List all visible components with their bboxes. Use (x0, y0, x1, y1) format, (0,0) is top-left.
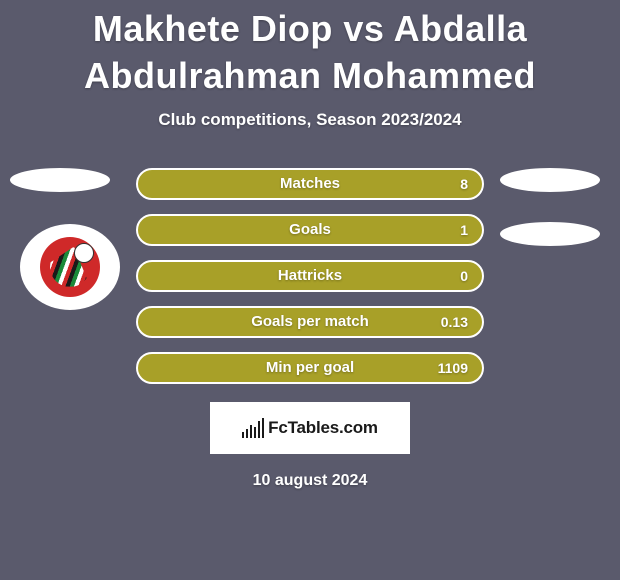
stat-label: Matches (280, 175, 340, 192)
stat-row-hattricks: Hattricks 0 (136, 260, 484, 292)
logo-bars-icon (242, 418, 264, 438)
player-right-ellipse-2 (500, 222, 600, 246)
logo-text: FcTables.com (268, 418, 378, 438)
stat-value: 1109 (438, 360, 468, 376)
club-badge (20, 224, 120, 310)
stat-row-matches: Matches 8 (136, 168, 484, 200)
club-badge-inner (40, 237, 100, 297)
stat-value: 0 (460, 268, 468, 284)
stat-label: Min per goal (266, 359, 354, 376)
stat-row-goals: Goals 1 (136, 214, 484, 246)
stat-value: 8 (460, 176, 468, 192)
stat-value: 1 (460, 222, 468, 238)
player-right-ellipse-1 (500, 168, 600, 192)
player-left-ellipse (10, 168, 110, 192)
club-badge-ball-icon (74, 243, 94, 263)
stat-label: Goals per match (251, 313, 369, 330)
stat-row-min-per-goal: Min per goal 1109 (136, 352, 484, 384)
stat-label: Goals (289, 221, 331, 238)
date-label: 10 august 2024 (0, 472, 620, 490)
page-title: Makhete Diop vs Abdalla Abdulrahman Moha… (0, 0, 620, 100)
stat-label: Hattricks (278, 267, 342, 284)
fctables-logo: FcTables.com (210, 402, 410, 454)
subtitle: Club competitions, Season 2023/2024 (0, 110, 620, 130)
comparison-content: Matches 8 Goals 1 Hattricks 0 Goals per … (0, 168, 620, 490)
stat-row-goals-per-match: Goals per match 0.13 (136, 306, 484, 338)
stat-rows: Matches 8 Goals 1 Hattricks 0 Goals per … (136, 168, 484, 384)
stat-value: 0.13 (441, 314, 468, 330)
